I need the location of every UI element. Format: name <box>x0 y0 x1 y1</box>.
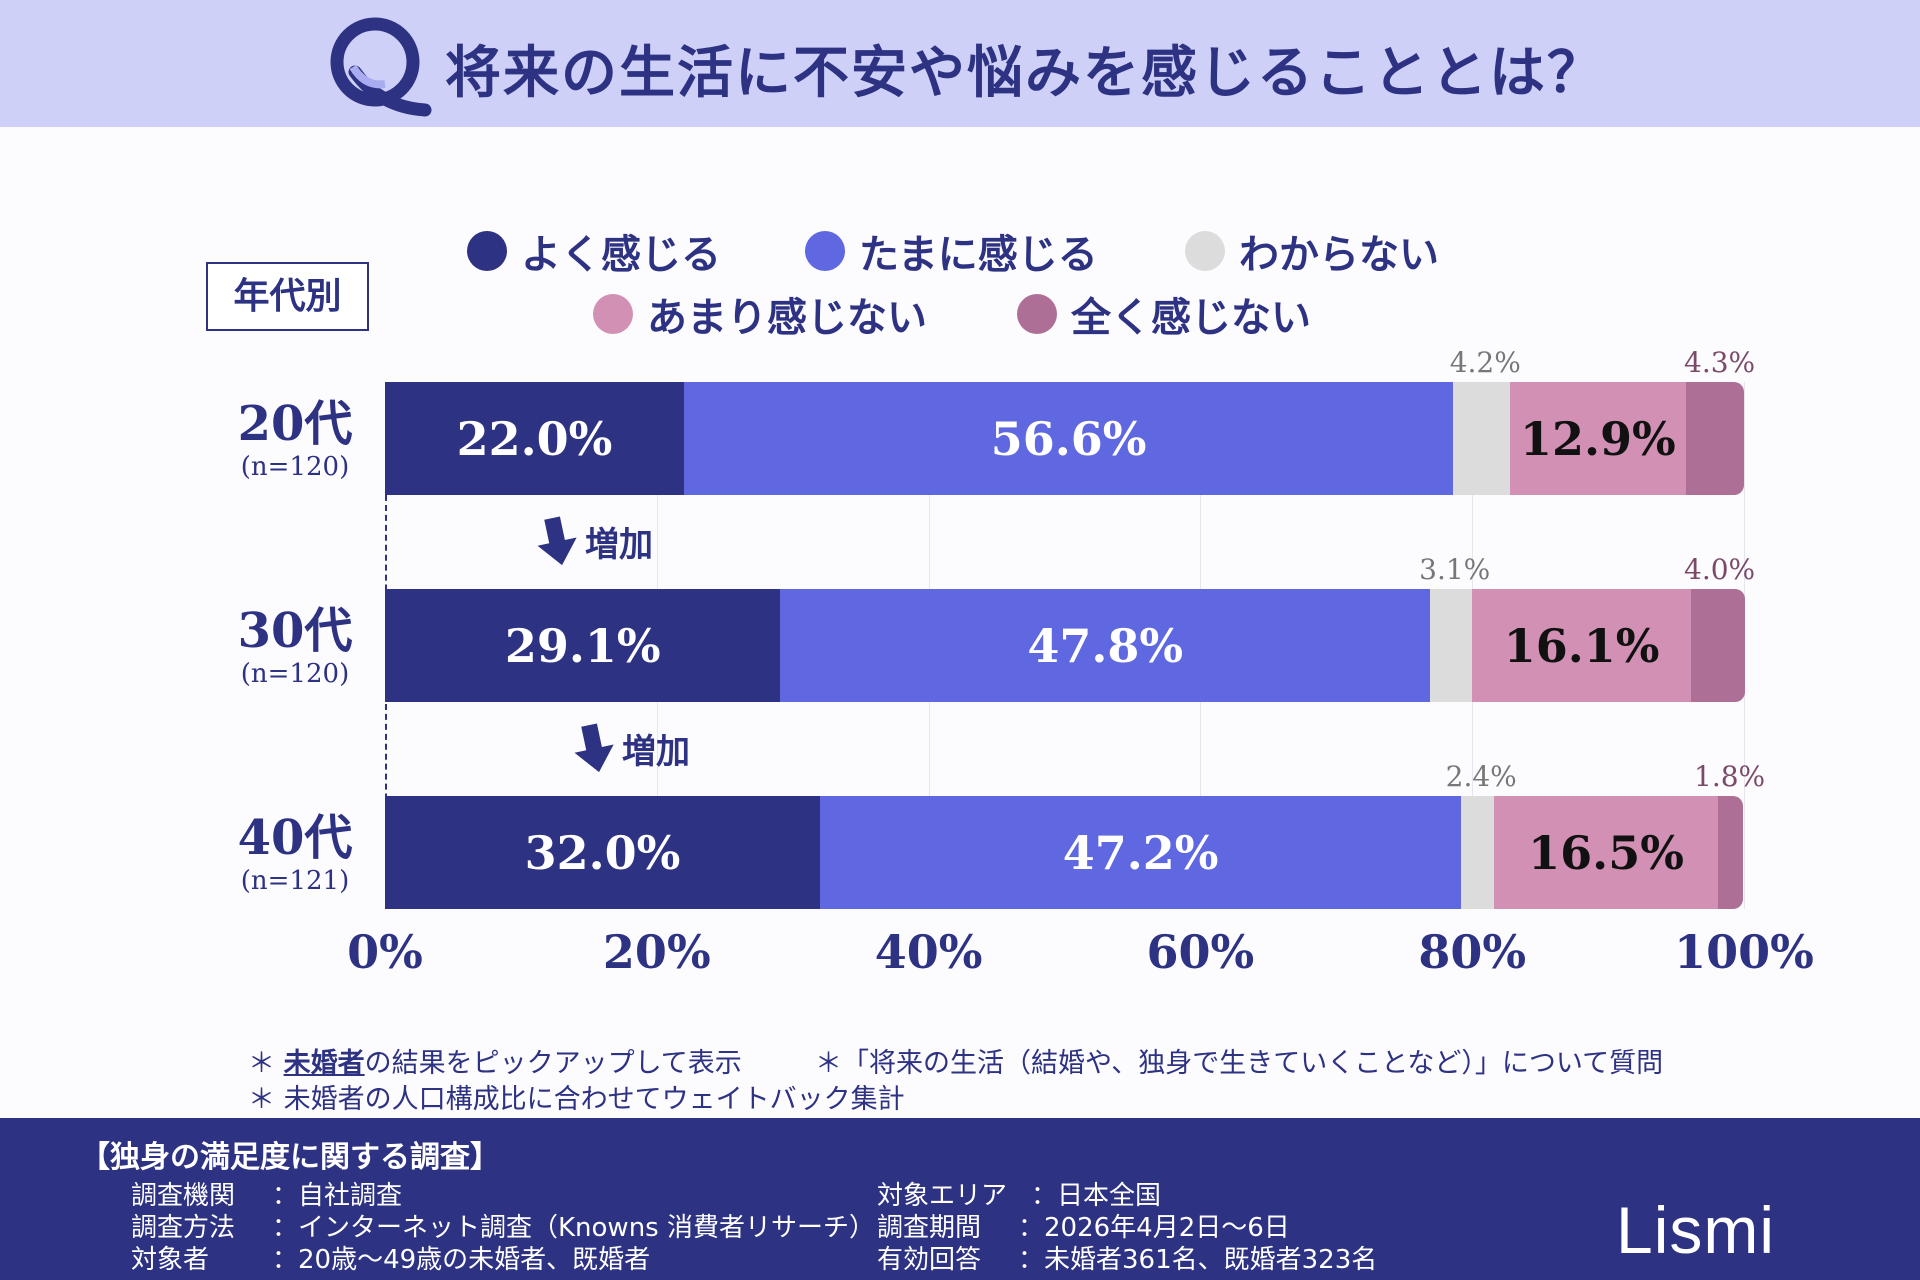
sample-size: (n=121) <box>240 866 350 896</box>
survey-row: 対象者 ：20歳～49歳の未婚者、既婚者 <box>131 1245 651 1275</box>
legend-label: あまり感じない <box>647 295 927 341</box>
increase-annotation: 増加 <box>572 722 690 774</box>
bar-segment: 16.5% <box>1493 796 1719 909</box>
survey-row: 調査機関 ：自社調査 <box>131 1181 403 1211</box>
survey-row: 調査期間 ：2026年4月2日～6日 <box>877 1213 1290 1243</box>
legend-item: たまに感じる <box>805 222 1098 280</box>
lismi-logo: Lismi <box>1616 1193 1776 1267</box>
arrow-down-icon <box>574 723 614 773</box>
sample-size: (n=120) <box>240 659 350 689</box>
note-emphasis: 未婚者 <box>283 1048 365 1079</box>
survey-row: 対象エリア ：日本全国 <box>877 1181 1162 1211</box>
bar-segment: 32.0% <box>385 796 820 909</box>
bar-segment <box>1685 382 1744 495</box>
note-3: ＊ 未婚者の人口構成比に合わせてウェイトバック集計 <box>248 1084 905 1115</box>
legend-dot <box>1185 231 1225 271</box>
age-label: 20代 <box>237 396 353 452</box>
row-label: 30代 (n=120) <box>215 603 375 689</box>
x-tick-label: 60% <box>1146 925 1255 979</box>
row-label: 40代 (n=121) <box>215 810 375 896</box>
arrow-down-icon <box>537 516 577 566</box>
connector-line <box>385 495 387 909</box>
q-logo-icon <box>330 17 432 117</box>
legend-item: わからない <box>1185 222 1439 280</box>
survey-title: 【独身の満足度に関する調査】 <box>80 1140 500 1175</box>
age-label: 30代 <box>237 603 353 659</box>
increase-label: 増加 <box>585 524 653 565</box>
outside-data-label: 4.2% <box>1449 346 1521 379</box>
x-tick-label: 40% <box>874 925 983 979</box>
increase-annotation: 増加 <box>535 515 653 567</box>
x-tick-label: 0% <box>347 925 423 979</box>
increase-label: 増加 <box>622 731 690 772</box>
bar-segment: 56.6% <box>683 382 1454 495</box>
legend-label: たまに感じる <box>859 232 1098 278</box>
age-label: 40代 <box>237 810 353 866</box>
bar-segment <box>1718 796 1743 909</box>
survey-footer: 【独身の満足度に関する調査】 調査機関 ：自社調査 調査方法 ：インターネット調査（… <box>0 1118 1920 1280</box>
survey-row: 有効回答 ：未婚者361名、既婚者323名 <box>877 1245 1378 1275</box>
legend-item: よく感じる <box>467 222 721 280</box>
legend-dot <box>467 231 507 271</box>
bar-segment <box>1690 589 1746 702</box>
legend-dot <box>1017 294 1057 334</box>
row-label: 20代 (n=120) <box>215 396 375 482</box>
bar-segment: 22.0% <box>385 382 684 495</box>
bar-segment: 29.1% <box>385 589 781 702</box>
outside-data-label: 4.0% <box>1684 553 1756 586</box>
bar-segment: 12.9% <box>1510 382 1686 495</box>
x-tick-label: 20% <box>602 925 711 979</box>
outside-data-label: 4.3% <box>1684 346 1756 379</box>
survey-row: 調査方法 ：インターネット調査（Knowns 消費者リサーチ） <box>131 1213 875 1243</box>
legend-label: 全く感じない <box>1071 295 1311 341</box>
outside-data-label: 2.4% <box>1445 760 1517 793</box>
legend-label: わからない <box>1239 232 1439 278</box>
bar-segment <box>1453 382 1511 495</box>
bar-segment: 16.1% <box>1472 589 1691 702</box>
outside-data-label: 1.8% <box>1694 760 1766 793</box>
note-2: ＊「将来の生活（結婚や、独身で生きていくことなど）」について質問 <box>815 1048 1664 1079</box>
page-title: 将来の生活に不安や悩みを感じることとは？ <box>445 41 1605 106</box>
note-1: ＊ 未婚者の結果をピックアップして表示 <box>248 1048 742 1079</box>
bar-segment <box>1461 796 1494 909</box>
header: 将来の生活に不安や悩みを感じることとは？ <box>0 0 1920 127</box>
sample-size: (n=120) <box>240 452 350 482</box>
x-tick-label: 100% <box>1674 925 1814 979</box>
legend-item: 全く感じない <box>1017 285 1311 343</box>
legend-label: よく感じる <box>521 232 721 278</box>
legend-item: あまり感じない <box>593 285 927 343</box>
bar-segment <box>1430 589 1473 702</box>
legend-dot <box>805 231 845 271</box>
age-group-label: 年代別 <box>206 262 369 331</box>
legend-dot <box>593 294 633 334</box>
x-tick-label: 80% <box>1418 925 1527 979</box>
bar-segment: 47.2% <box>819 796 1462 909</box>
outside-data-label: 3.1% <box>1419 553 1491 586</box>
bar-segment: 47.8% <box>780 589 1431 702</box>
